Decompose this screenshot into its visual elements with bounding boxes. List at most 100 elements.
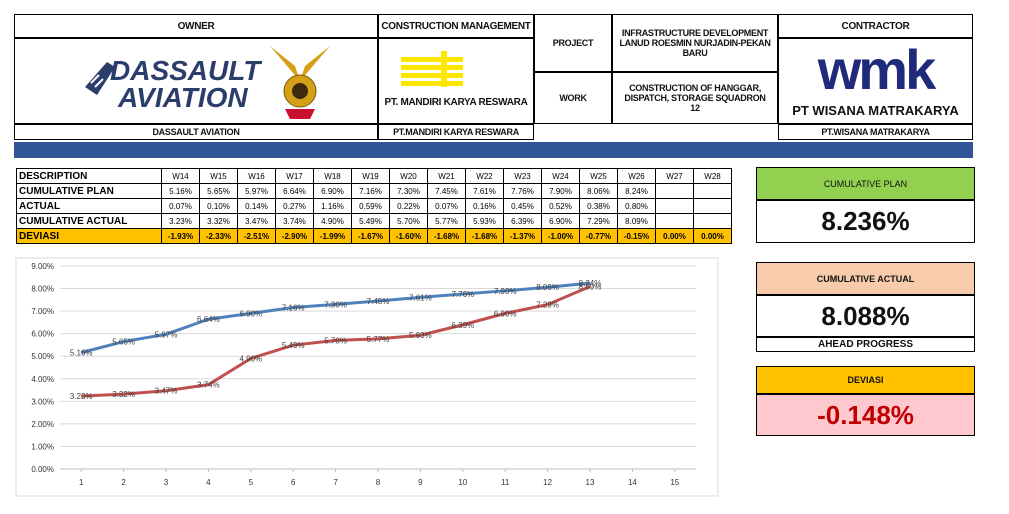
- progress-table: DESCRIPTION W14 W15 W16 W17 W18 W19 W20 W21 W22 W2…: [16, 168, 732, 244]
- data-label: 3.32%: [112, 390, 135, 399]
- data-label: 5.70%: [324, 336, 347, 345]
- cell: -0.15%: [617, 228, 656, 244]
- data-label: 7.90%: [494, 287, 517, 296]
- cm-label: CONSTRUCTION MANAGEMENT: [378, 14, 534, 38]
- cell: 6.90%: [541, 213, 580, 229]
- cell: -2.51%: [237, 228, 276, 244]
- kpi-actual-value: 8.088%: [756, 295, 975, 337]
- column-header: W28: [693, 168, 732, 184]
- data-label: 5.97%: [155, 330, 178, 339]
- x-tick-label: 5: [249, 478, 254, 487]
- x-tick-label: 2: [121, 478, 126, 487]
- cell: 0.07%: [427, 198, 466, 214]
- cell: -1.67%: [351, 228, 390, 244]
- cell: -1.99%: [313, 228, 352, 244]
- cell: 6.39%: [503, 213, 542, 229]
- cell: 8.06%: [579, 183, 618, 199]
- data-label: 3.23%: [70, 392, 93, 401]
- table-row: CUMULATIVE ACTUAL 3.23% 3.32% 3.47% 3.74% 4.9…: [16, 213, 732, 229]
- cell: 0.38%: [579, 198, 618, 214]
- cell: 0.00%: [655, 228, 694, 244]
- column-header: W23: [503, 168, 542, 184]
- owner-logo-box: DASSAULT AVIATION: [14, 38, 378, 124]
- data-label: 5.93%: [409, 331, 432, 340]
- header-row: DESCRIPTION W14 W15 W16 W17 W18 W19 W20 W21 W22 W2…: [16, 168, 732, 184]
- y-tick-label: 3.00%: [31, 397, 54, 406]
- data-label: 8.09%: [579, 283, 602, 292]
- y-tick-label: 8.00%: [31, 285, 54, 294]
- column-header: W15: [199, 168, 238, 184]
- data-label: 5.65%: [112, 338, 135, 347]
- cell: 7.16%: [351, 183, 390, 199]
- kpi-actual-note: AHEAD PROGRESS: [756, 337, 975, 352]
- cell: 0.45%: [503, 198, 542, 214]
- y-tick-label: 5.00%: [31, 352, 54, 361]
- work: CONSTRUCTION OF HANGGAR, DISPATCH, STORA…: [612, 72, 778, 124]
- cell: 7.30%: [389, 183, 428, 199]
- x-tick-label: 8: [376, 478, 381, 487]
- series-line: [80, 281, 591, 355]
- cell: 7.29%: [579, 213, 618, 229]
- cell: -1.93%: [161, 228, 200, 244]
- cell: [693, 183, 732, 199]
- y-tick-label: 4.00%: [31, 375, 54, 384]
- contractor-logo-box: wmk PT WISANA MATRAKARYA: [778, 38, 973, 124]
- y-tick-label: 7.00%: [31, 307, 54, 316]
- cell: 7.76%: [503, 183, 542, 199]
- cm-name: PT.MANDIRI KARYA RESWARA: [378, 124, 534, 140]
- x-tick-label: 1: [79, 478, 84, 487]
- airforce-emblem: [270, 46, 330, 119]
- column-header: W20: [389, 168, 428, 184]
- cell: 0.00%: [693, 228, 732, 244]
- owner-emblem: [85, 62, 115, 95]
- column-header: W26: [617, 168, 656, 184]
- kpi-deviasi-label: DEVIASI: [756, 366, 975, 394]
- x-tick-label: 6: [291, 478, 296, 487]
- cell: [693, 213, 732, 229]
- cell: 0.10%: [199, 198, 238, 214]
- cell: 0.27%: [275, 198, 314, 214]
- x-tick-label: 9: [418, 478, 423, 487]
- column-header: W14: [161, 168, 200, 184]
- data-label: 6.90%: [239, 309, 262, 318]
- cell: 3.23%: [161, 213, 200, 229]
- row-label: CUMULATIVE ACTUAL: [16, 213, 162, 229]
- kpi-actual-label: CUMULATIVE ACTUAL: [756, 262, 975, 295]
- y-tick-label: 0.00%: [31, 465, 54, 474]
- data-label: 6.64%: [197, 315, 220, 324]
- cell: 0.14%: [237, 198, 276, 214]
- cell: 5.49%: [351, 213, 390, 229]
- x-tick-label: 7: [333, 478, 338, 487]
- kpi-plan-value: 8.236%: [756, 200, 975, 243]
- data-label: 8.06%: [536, 283, 559, 292]
- y-tick-label: 1.00%: [31, 442, 54, 451]
- cell: -1.60%: [389, 228, 428, 244]
- cell: 3.74%: [275, 213, 314, 229]
- divider-bar: [14, 142, 973, 158]
- x-tick-label: 15: [670, 478, 679, 487]
- column-header: W17: [275, 168, 314, 184]
- x-tick-label: 13: [586, 478, 595, 487]
- data-label: 7.76%: [451, 290, 474, 299]
- cell: 0.07%: [161, 198, 200, 214]
- cell: -1.37%: [503, 228, 542, 244]
- contractor-label: CONTRACTOR: [778, 14, 973, 38]
- cell: -2.90%: [275, 228, 314, 244]
- data-label: 5.49%: [282, 341, 305, 350]
- cell: 5.97%: [237, 183, 276, 199]
- x-tick-label: 11: [501, 478, 510, 487]
- project-label: PROJECT: [534, 14, 612, 72]
- owner-logo-line: DASSAULT: [110, 55, 261, 86]
- cell: 6.64%: [275, 183, 314, 199]
- row-label: DEVIASI: [16, 228, 162, 244]
- x-tick-label: 4: [206, 478, 211, 487]
- data-label: 5.16%: [70, 349, 93, 358]
- data-label: 7.61%: [409, 293, 432, 302]
- cell: -0.77%: [579, 228, 618, 244]
- y-tick-label: 2.00%: [31, 420, 54, 429]
- column-header: W19: [351, 168, 390, 184]
- column-header: W24: [541, 168, 580, 184]
- data-label: 7.29%: [536, 301, 559, 310]
- cell: -1.00%: [541, 228, 580, 244]
